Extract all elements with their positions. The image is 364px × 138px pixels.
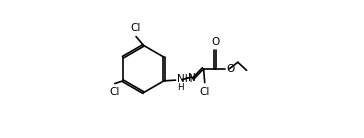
Text: O: O bbox=[211, 37, 219, 47]
Text: N: N bbox=[188, 73, 196, 83]
Text: O: O bbox=[226, 64, 234, 74]
Text: Cl: Cl bbox=[130, 23, 141, 33]
Text: NH: NH bbox=[177, 74, 192, 84]
Text: Cl: Cl bbox=[109, 87, 120, 97]
Text: H: H bbox=[177, 83, 184, 92]
Text: Cl: Cl bbox=[200, 87, 210, 97]
